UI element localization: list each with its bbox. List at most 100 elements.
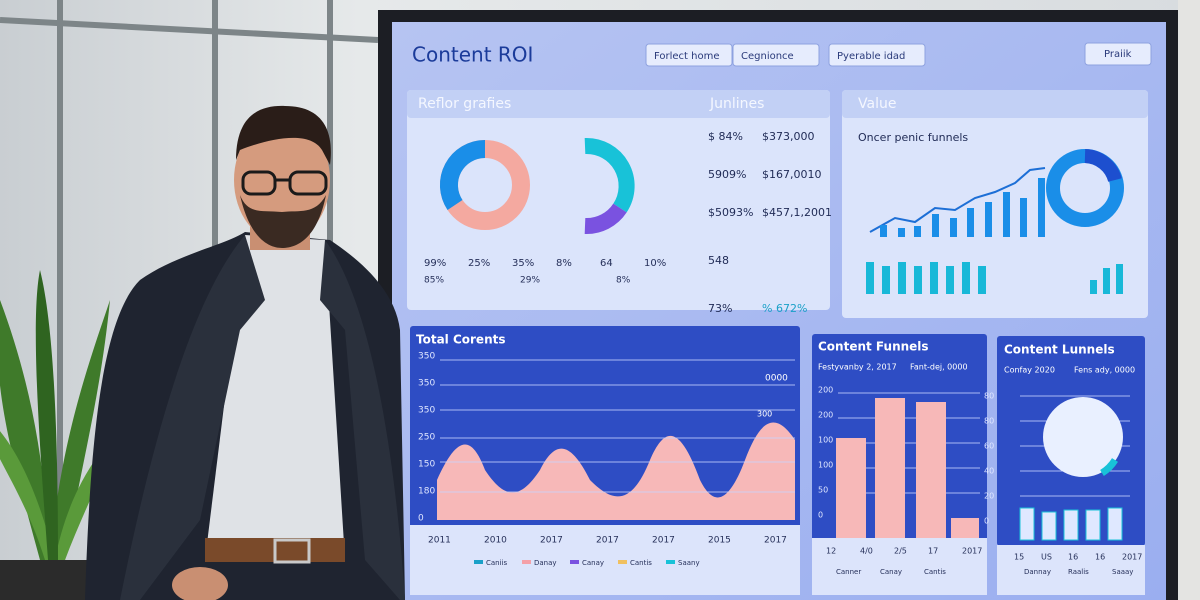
stat: $457,1,2001 — [762, 206, 832, 219]
x-tick-label: 17 — [928, 547, 938, 556]
x-tick-label: 16 — [1068, 553, 1078, 562]
x-tick-label: 15 — [1014, 553, 1024, 562]
stat: 64 — [600, 258, 613, 269]
x-tick-label: 2017 — [962, 547, 982, 556]
filter-label: Cegnionce — [741, 51, 794, 62]
bars — [880, 178, 1045, 237]
y-tick-label: 0 — [818, 511, 823, 520]
y-tick-label: 200 — [818, 411, 833, 420]
panel-title: Content Funnels — [818, 340, 929, 354]
pie — [1043, 397, 1123, 477]
panel-footer — [812, 538, 987, 595]
donut-segment — [584, 137, 635, 213]
legend-label: Canay — [880, 568, 902, 576]
filter-label: Forlect home — [654, 51, 720, 62]
legend-swatch — [570, 560, 579, 564]
stat: 25% — [468, 258, 490, 269]
dashboard — [407, 90, 1148, 595]
panel-subtitle: Festyvanby 2, 2017 — [818, 363, 897, 372]
x-tick-label: 2017 — [596, 536, 619, 546]
x-tick-label: 2017 — [540, 536, 563, 546]
y-tick-label: 100 — [818, 461, 833, 470]
stat: 35% — [512, 258, 534, 269]
small-bars — [866, 262, 1123, 294]
x-tick-label: 2017 — [652, 536, 675, 546]
x-tick-label: 2015 — [708, 536, 731, 546]
area — [437, 422, 795, 520]
legend-label: Fens ady, 0000 — [1074, 366, 1135, 375]
y-tick-label: 200 — [818, 386, 833, 395]
user-name: Praiik — [1104, 49, 1132, 60]
x-tick-label: 4/0 — [860, 547, 873, 556]
y-tick-label: 0 — [984, 517, 989, 526]
y-tick-label: 20 — [984, 492, 994, 501]
annotation: 300 — [757, 410, 772, 419]
filter-button[interactable] — [732, 43, 820, 67]
panel-title: Total Corents — [416, 333, 506, 347]
legend-swatch — [666, 560, 675, 564]
donut-segment — [584, 203, 627, 234]
y-tick-label: 100 — [818, 436, 833, 445]
y-tick-label: 80 — [984, 392, 994, 401]
stat: 73% — [708, 302, 732, 315]
legend-swatch — [474, 560, 483, 564]
legend-label: Danay — [534, 559, 557, 567]
y-tick-label: 180 — [418, 487, 435, 497]
badge: 0000 — [765, 374, 788, 384]
donut-segment — [1084, 149, 1122, 183]
y-tick-label: 250 — [418, 433, 435, 443]
legend-label: Saaay — [1112, 568, 1133, 576]
stat: $373,000 — [762, 130, 815, 143]
donut-segment — [439, 139, 486, 210]
lunnel-bars — [1019, 507, 1123, 541]
stat: $5093% — [708, 206, 753, 219]
x-tick-label: 2011 — [428, 536, 451, 546]
stat: % 672% — [762, 302, 807, 315]
stat: 548 — [708, 254, 729, 267]
stat: 29% — [520, 276, 540, 286]
panel-header — [407, 90, 830, 118]
y-tick-label: 50 — [818, 486, 828, 495]
legend-label: Raalis — [1068, 568, 1089, 576]
legend-label: Saany — [678, 559, 700, 567]
trend-line — [869, 167, 1046, 233]
stat: 8% — [616, 276, 631, 286]
panel-header — [842, 90, 1148, 118]
y-tick-label: 350 — [418, 406, 435, 416]
stat: 85% — [424, 276, 444, 286]
y-tick-label: 350 — [418, 379, 435, 389]
x-tick-label: 2/5 — [894, 547, 907, 556]
x-tick-label: 16 — [1095, 553, 1105, 562]
filter-button[interactable] — [828, 43, 926, 67]
y-tick-label: 80 — [984, 417, 994, 426]
stat: 99% — [424, 258, 446, 269]
panel-title: Content Lunnels — [1004, 343, 1115, 357]
legend-label: Dannay — [1024, 568, 1051, 576]
y-tick-label: 350 — [418, 352, 435, 362]
grid — [440, 359, 1130, 497]
wall — [1178, 0, 1200, 600]
stat: 8% — [556, 258, 572, 269]
person — [85, 105, 405, 600]
panel-title: Value — [858, 96, 896, 112]
panel-footer — [997, 545, 1145, 595]
legend-label: Caniis — [486, 559, 508, 567]
legend-label: Canner — [836, 568, 861, 576]
filter-label: Pyerable idad — [837, 51, 905, 62]
panel-title: Reflor grafies — [418, 96, 511, 112]
panel-subtitle: Oncer penic funnels — [858, 131, 968, 144]
panel-title: Junlines — [709, 96, 764, 112]
x-tick-label: 2017 — [1122, 553, 1142, 562]
panel-subtitle: Confay 2020 — [1004, 366, 1055, 375]
y-tick-label: 40 — [984, 467, 994, 476]
legend-label: Cantis — [924, 568, 946, 576]
x-tick-label: 2010 — [484, 536, 507, 546]
x-tick-label: US — [1041, 553, 1052, 562]
user-button[interactable] — [1084, 42, 1152, 66]
plant — [0, 270, 120, 600]
legend-swatch — [522, 560, 531, 564]
y-tick-label: 150 — [418, 460, 435, 470]
filter-button[interactable] — [645, 43, 733, 67]
legend-label: Canay — [582, 559, 604, 567]
